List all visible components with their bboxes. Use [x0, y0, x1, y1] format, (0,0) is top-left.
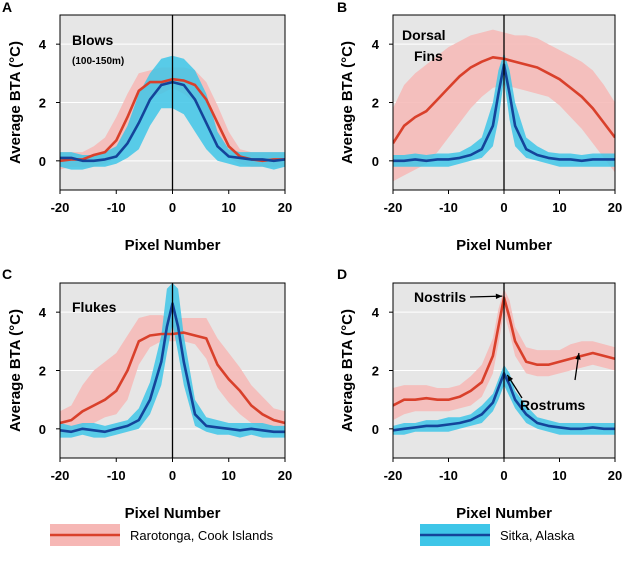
y-tick-label: 4: [39, 37, 47, 52]
panel-letter: A: [2, 0, 12, 15]
panel-title: Dorsal Fins: [402, 27, 446, 64]
x-axis-title: Pixel Number: [456, 237, 552, 254]
x-tick-label: 0: [169, 200, 176, 215]
y-axis-title: Average BTA (°C): [7, 41, 24, 164]
x-tick-label: 10: [222, 200, 236, 215]
panel-d: 0 2 4 -20 -10 0 10 20 Pixel Number Average BTA (°…: [337, 266, 622, 522]
panel-letter: D: [337, 266, 347, 282]
band-rarotonga: [393, 288, 615, 421]
x-tick-label: 20: [278, 200, 292, 215]
x-tick-label: 20: [278, 468, 292, 483]
x-tick-label: -10: [107, 468, 126, 483]
y-tick-label: 2: [39, 96, 46, 111]
x-axis-title: Pixel Number: [125, 237, 221, 254]
y-tick-label: 0: [39, 422, 46, 437]
x-tick-label: 0: [500, 200, 507, 215]
annotation-arrowhead: [507, 374, 514, 382]
x-tick-label: -20: [384, 468, 403, 483]
y-tick-label: 0: [372, 422, 379, 437]
x-tick-label: -20: [51, 468, 70, 483]
x-tick-label: 0: [500, 468, 507, 483]
x-tick-label: -10: [439, 200, 458, 215]
legend: Rarotonga, Cook Islands Sitka, Alaska: [50, 524, 575, 546]
band-rarotonga: [393, 29, 615, 182]
y-tick-label: 4: [39, 305, 47, 320]
panel-c: 0 2 4 -20 -10 0 10 20 Pixel Number Average BTA (°…: [2, 266, 292, 522]
y-axis-title: Average BTA (°C): [7, 309, 24, 432]
y-axis-title: Average BTA (°C): [339, 309, 356, 432]
y-tick-label: 2: [372, 364, 379, 379]
y-tick-label: 4: [372, 305, 380, 320]
annotation-arrowhead: [575, 353, 581, 360]
panel-letter: C: [2, 266, 12, 282]
y-axis-title: Average BTA (°C): [339, 41, 356, 164]
x-tick-label: 10: [222, 468, 236, 483]
x-tick-label: -10: [107, 200, 126, 215]
band-rarotonga: [60, 315, 285, 435]
panel-a: 0 2 4 -20 -10 0 10 20 Pixel Number Average BTA (°…: [2, 0, 292, 254]
x-tick-label: 20: [608, 468, 622, 483]
x-tick-label: 10: [552, 200, 566, 215]
x-axis-title: Pixel Number: [125, 505, 221, 522]
band-sitka: [393, 364, 615, 435]
annotation-rostrums: Rostrums: [520, 397, 586, 413]
x-tick-label: 20: [608, 200, 622, 215]
x-tick-label: -20: [384, 200, 403, 215]
y-tick-label: 2: [372, 96, 379, 111]
x-tick-label: -10: [439, 468, 458, 483]
legend-label: Rarotonga, Cook Islands: [130, 528, 274, 543]
panel-subtitle: (100-150m): [72, 56, 124, 67]
x-tick-label: 0: [169, 468, 176, 483]
legend-item-rarotonga: Rarotonga, Cook Islands: [50, 524, 274, 546]
y-tick-label: 0: [372, 154, 379, 169]
annotation-arrowhead: [495, 293, 503, 300]
y-tick-label: 0: [39, 154, 46, 169]
panel-b: 0 2 4 -20 -10 0 10 20 Pixel Number Average BTA (°…: [337, 0, 622, 254]
x-axis-title: Pixel Number: [456, 505, 552, 522]
panel-title: Blows: [72, 32, 113, 48]
panel-letter: B: [337, 0, 347, 15]
annotation-nostrils: Nostrils: [414, 289, 466, 305]
y-tick-label: 2: [39, 364, 46, 379]
x-tick-label: -20: [51, 200, 70, 215]
legend-label: Sitka, Alaska: [500, 528, 575, 543]
y-tick-label: 4: [372, 37, 380, 52]
legend-item-sitka: Sitka, Alaska: [420, 524, 575, 546]
x-tick-label: 10: [552, 468, 566, 483]
panel-title: Flukes: [72, 299, 117, 315]
